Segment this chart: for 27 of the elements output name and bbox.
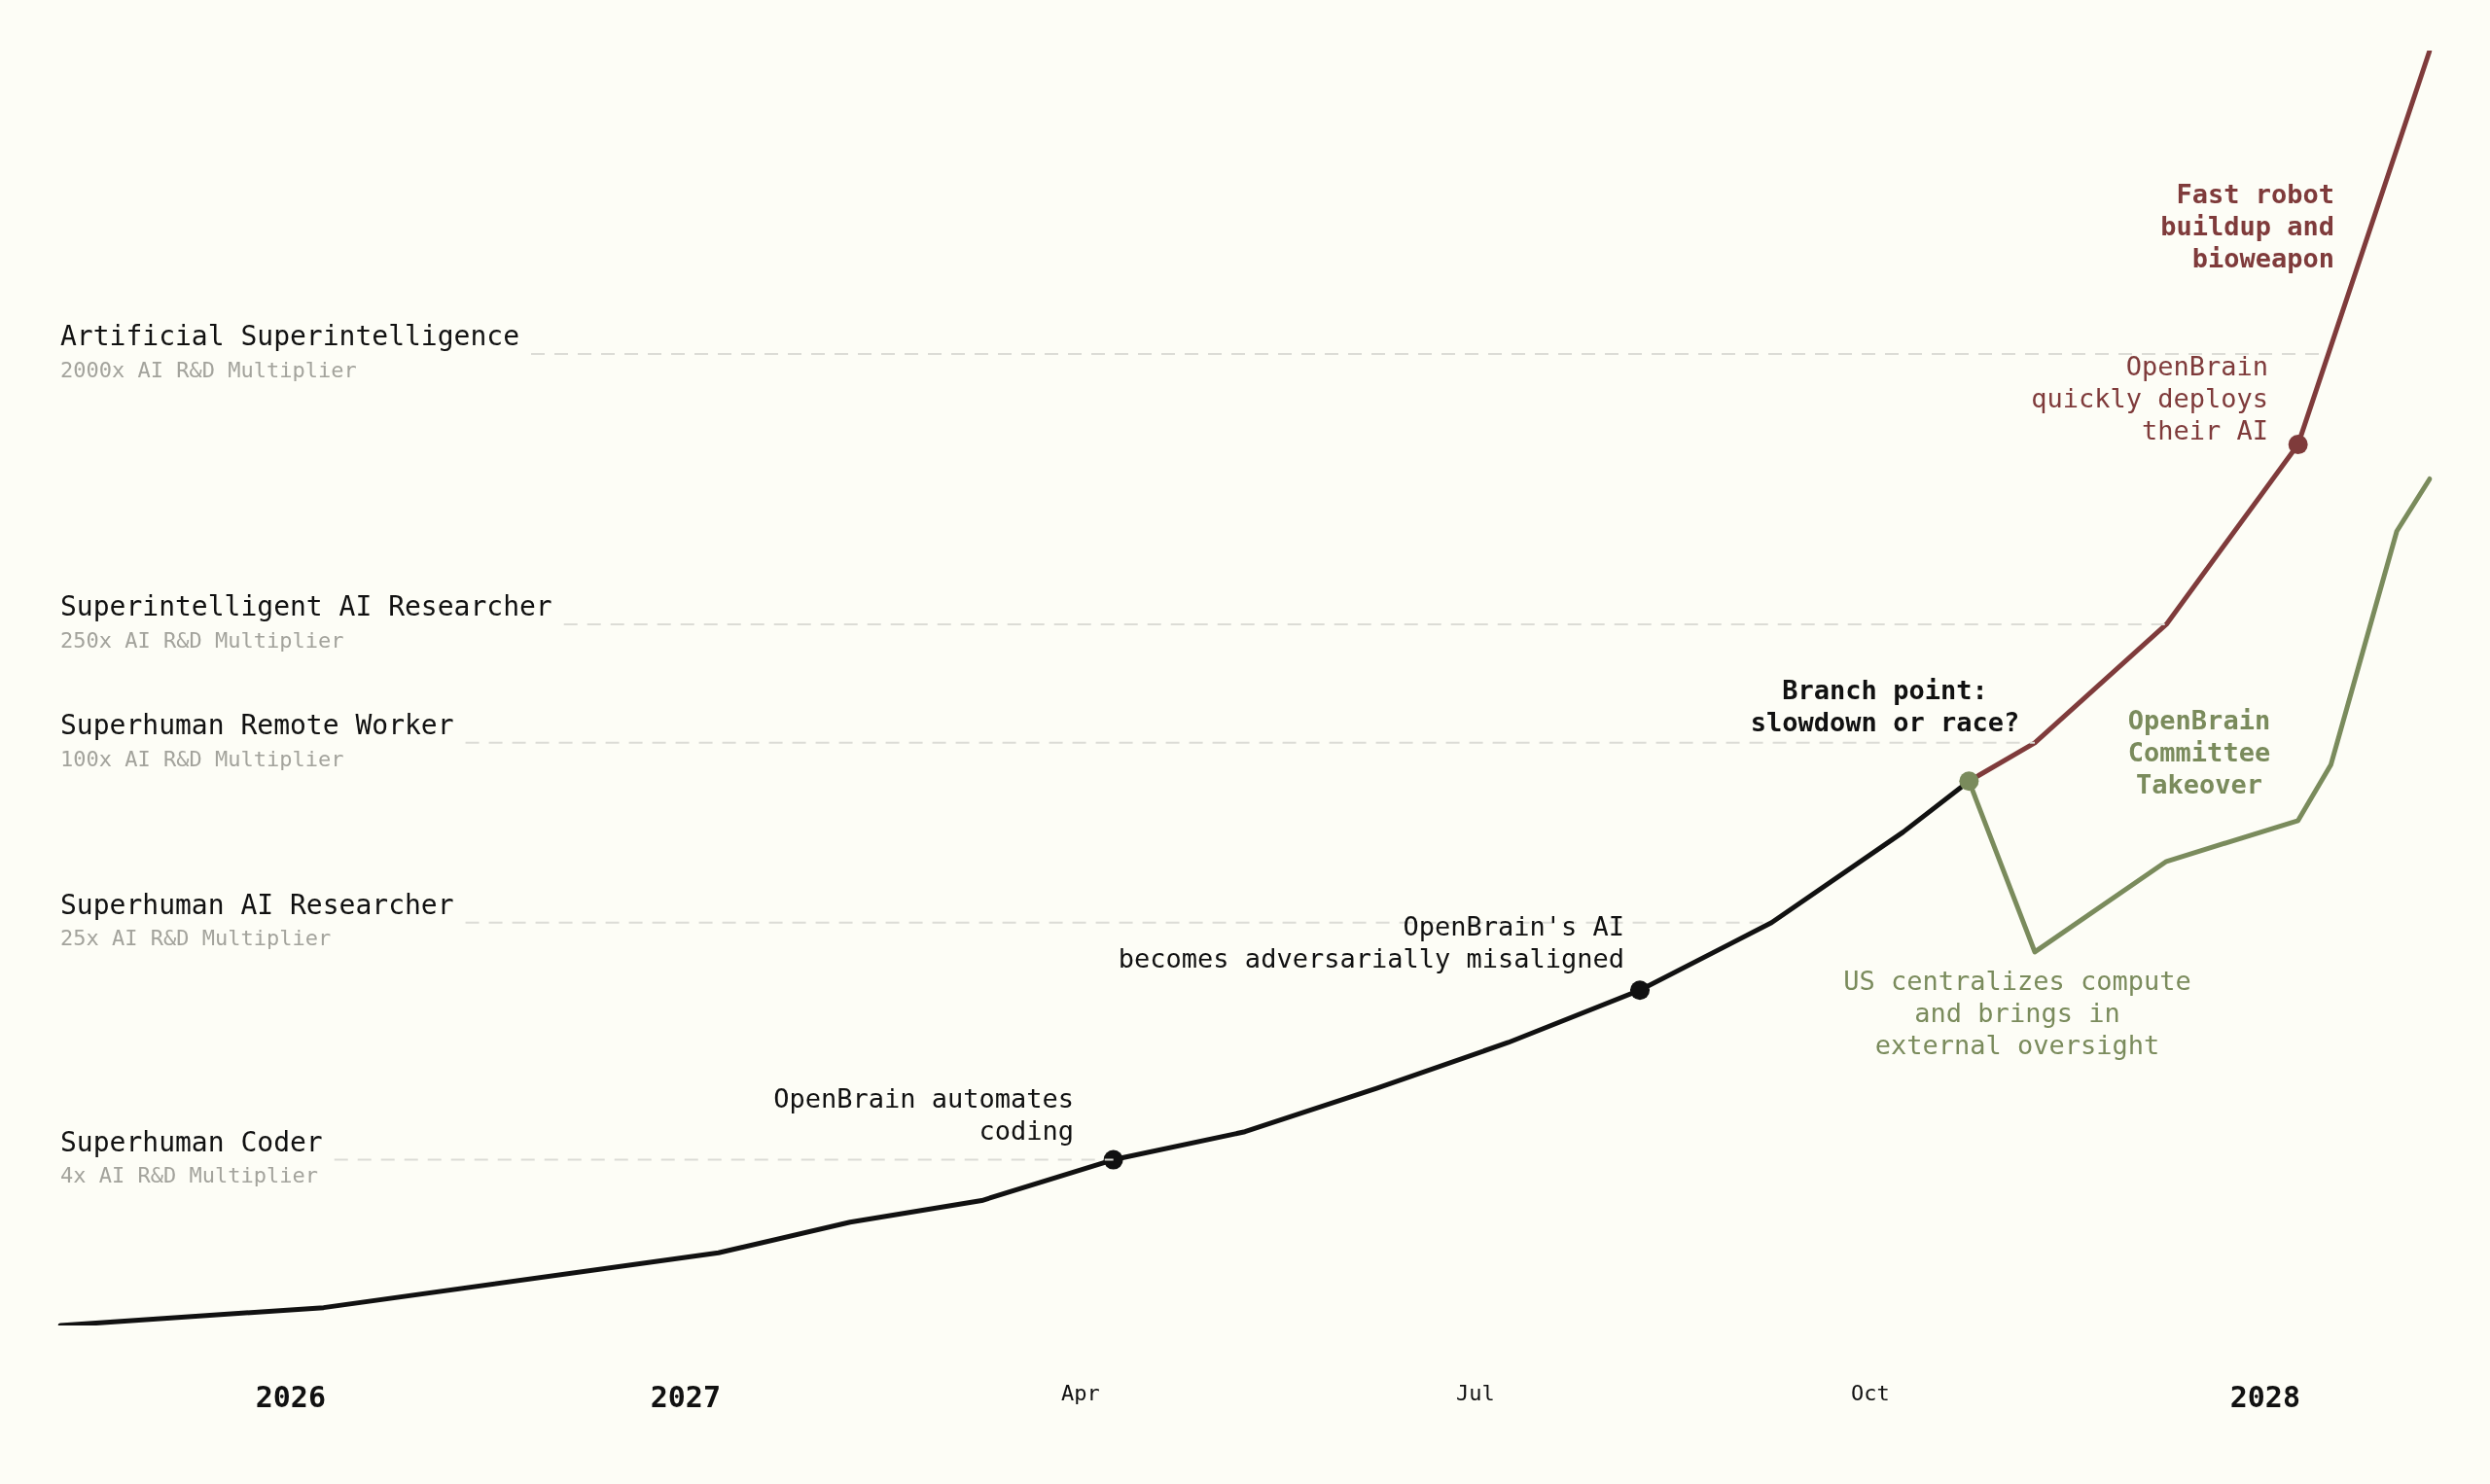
annotation: 250x AI R&D Multiplier <box>60 627 344 653</box>
annotation: OpenBrain quickly deploys their AI <box>2031 351 2268 446</box>
ref-line-label: Superhuman AI Researcher <box>60 888 454 921</box>
annotation: Fast robot buildup and bioweapon <box>2160 179 2334 274</box>
ref-line-label: Artificial Superintelligence <box>60 320 520 353</box>
ref-line-label: Superhuman Remote Worker <box>60 708 454 741</box>
x-tick-label: Jul <box>1455 1380 1495 1405</box>
annotation: US centralizes compute and brings in external oversight <box>1843 966 2191 1061</box>
annotation: 4x AI R&D Multiplier <box>60 1163 318 1188</box>
point <box>1630 980 1650 1001</box>
point <box>1103 1149 1123 1170</box>
x-tick-label: Oct <box>1850 1380 1890 1405</box>
x-tick-label: 2027 <box>650 1379 721 1414</box>
annotation: OpenBrain Committee Takeover <box>2127 705 2271 800</box>
x-tick-label: 2026 <box>255 1379 326 1414</box>
ref-line-label: Superintelligent AI Researcher <box>60 589 552 622</box>
annotation: 2000x AI R&D Multiplier <box>60 357 357 382</box>
x-tick-label: Apr <box>1060 1380 1100 1405</box>
annotation: Branch point: slowdown or race? <box>1750 675 2020 738</box>
annotation: 100x AI R&D Multiplier <box>60 746 344 771</box>
annotation: OpenBrain's AI becomes adversarially misaligned <box>1118 911 1624 974</box>
annotation: 25x AI R&D Multiplier <box>60 926 332 951</box>
point <box>2288 435 2308 455</box>
x-tick-label: 2028 <box>2229 1379 2300 1414</box>
point <box>1959 771 1979 792</box>
annotation: OpenBrain automates coding <box>773 1083 1074 1147</box>
ref-line-label: Superhuman Coder <box>60 1125 323 1158</box>
